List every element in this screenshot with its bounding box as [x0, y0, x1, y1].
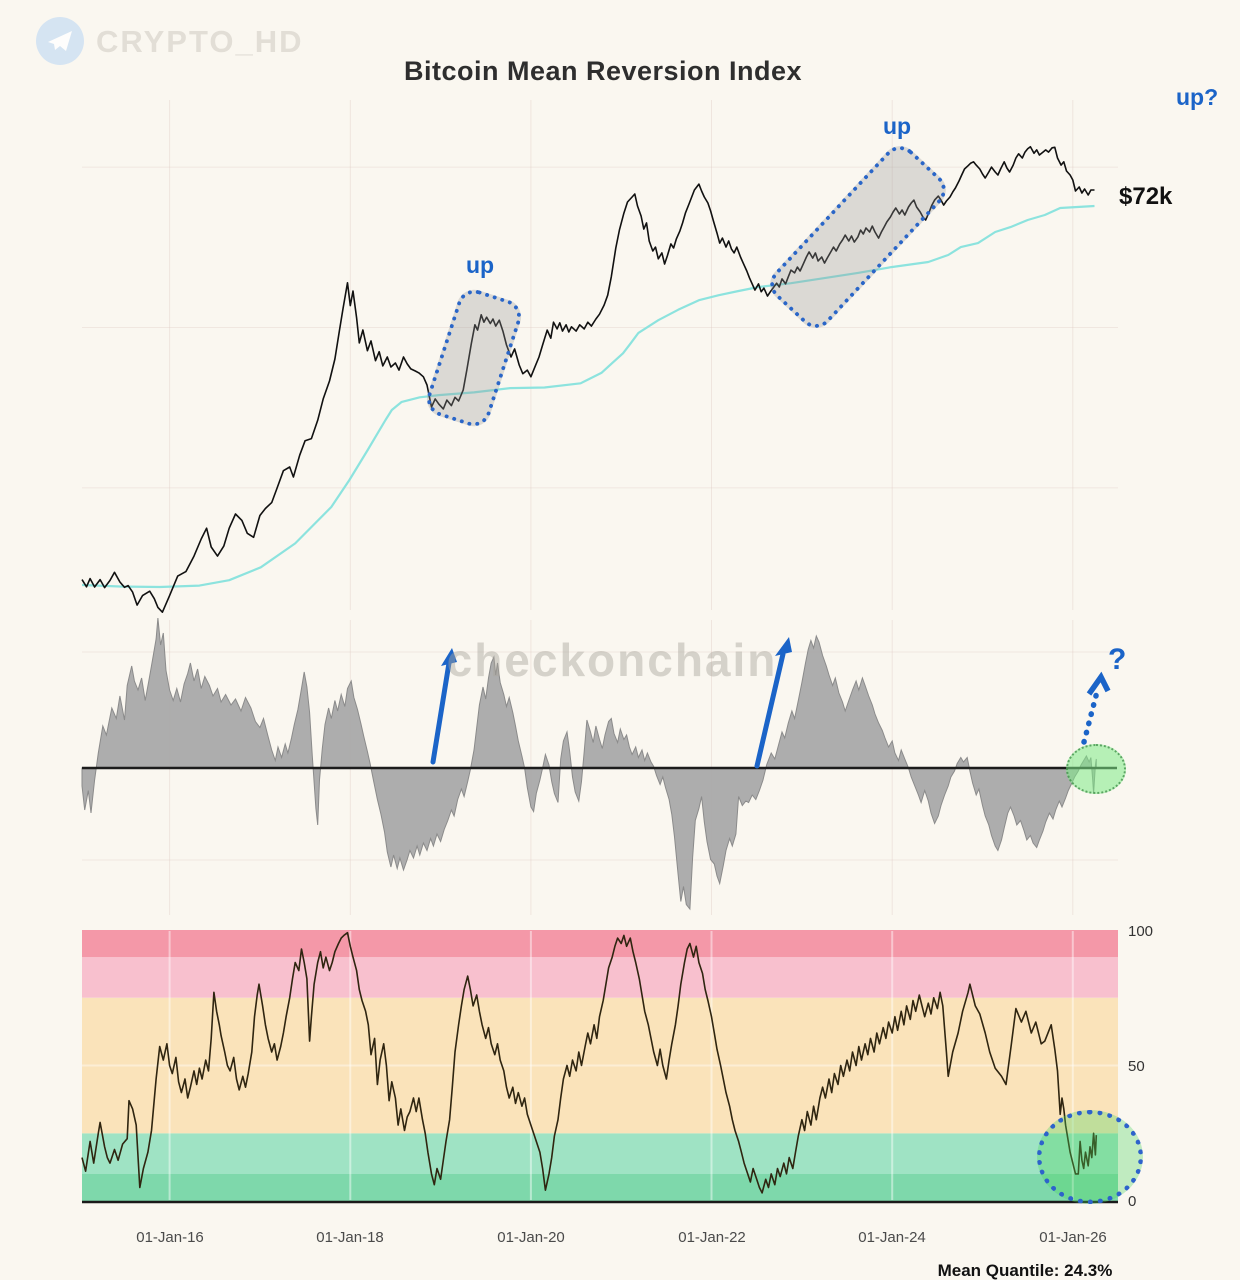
ytick-0: 0 — [1128, 1193, 1137, 1210]
btc-price-line — [81, 145, 1095, 613]
checkonchain-watermark: checkonchain — [446, 634, 778, 686]
band-0-10 — [82, 1173, 1118, 1201]
oscillator-highlight-ellipse — [1066, 744, 1126, 794]
up-question-annotation: up? — [1176, 84, 1219, 110]
up-annotation-2019: up — [465, 252, 495, 278]
mean-quantile-stat: Mean Quantile: 24.3% — [937, 1261, 1113, 1280]
xtick-jan22: 01-Jan-22 — [678, 1229, 746, 1246]
band-75-90 — [82, 957, 1118, 998]
ytick-100: 100 — [1128, 923, 1154, 940]
band-90-100 — [82, 930, 1118, 958]
trend-arrow-2023 — [754, 637, 792, 769]
xtick-jan26: 01-Jan-26 — [1039, 1229, 1107, 1246]
quantile-highlight-ellipse — [1037, 1110, 1143, 1204]
logo-text: CRYPTO_HD — [96, 24, 304, 59]
dotted-question-arrow — [1081, 671, 1111, 745]
mean-price-line — [81, 204, 1095, 589]
xtick-jan20: 01-Jan-20 — [497, 1229, 565, 1246]
question-mark-annotation: ? — [1108, 643, 1127, 676]
oscillator-area — [81, 617, 1097, 911]
last-price-label: $72k — [1119, 183, 1173, 210]
xtick-jan18: 01-Jan-18 — [316, 1229, 384, 1246]
telegram-icon — [36, 17, 84, 65]
xtick-jan16: 01-Jan-16 — [136, 1229, 204, 1246]
quantile-line — [81, 931, 1098, 1194]
page-title: Bitcoin Mean Reversion Index — [403, 56, 803, 86]
ytick-50: 50 — [1128, 1058, 1145, 1075]
trend-arrow-2019 — [430, 648, 457, 765]
band-10-25 — [82, 1133, 1118, 1174]
xtick-jan24: 01-Jan-24 — [858, 1229, 926, 1246]
logo: CRYPTO_HD — [88, 24, 303, 60]
up-annotation-2023: up — [882, 113, 912, 139]
